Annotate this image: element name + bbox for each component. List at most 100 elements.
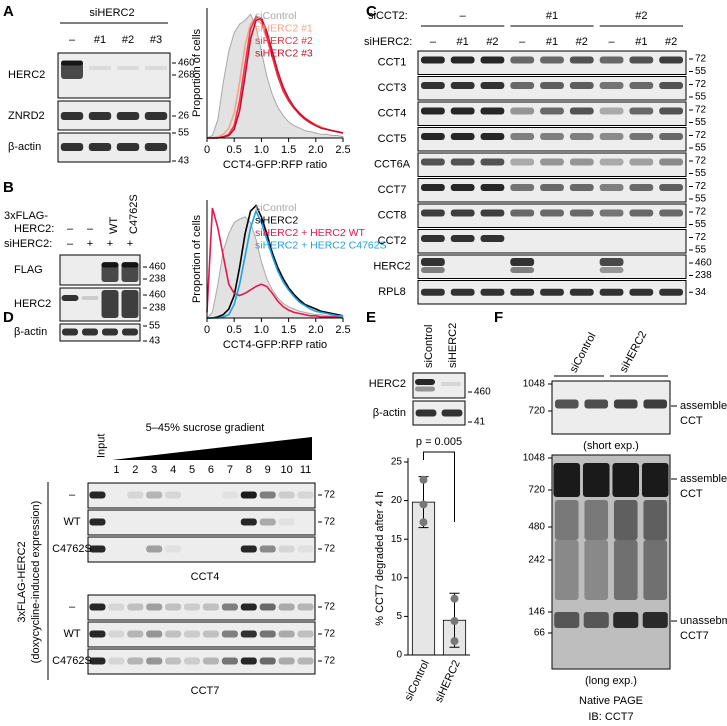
group-label: – [460, 10, 467, 22]
side-label: assembled [680, 400, 727, 412]
data-point [450, 594, 459, 603]
line [207, 209, 343, 319]
marker: 55 [695, 143, 707, 154]
band [420, 107, 445, 115]
band [629, 209, 654, 217]
header: siHERC2 [89, 7, 134, 19]
band [278, 657, 295, 665]
band [510, 107, 535, 115]
band [599, 209, 624, 217]
row-label: – [69, 489, 76, 501]
band [127, 491, 144, 499]
x-tick-label: 2.0 [308, 324, 323, 336]
row-label: β-actin [8, 141, 41, 153]
row-label: siCCT2: [368, 10, 408, 22]
line [207, 16, 344, 139]
marker: 55 [695, 117, 707, 128]
fraction-label: 2 [132, 464, 138, 476]
marker: 66 [534, 628, 546, 639]
band [510, 258, 535, 266]
band [659, 158, 684, 166]
panel-label: B [3, 179, 14, 196]
band [89, 518, 106, 526]
band [415, 409, 437, 417]
marker: 238 [695, 270, 712, 281]
band [88, 66, 112, 70]
marker: 43 [178, 156, 190, 167]
band [641, 463, 669, 497]
x-tick-label: siControl [403, 658, 432, 702]
lane-label: #2 [486, 36, 498, 48]
band [221, 603, 238, 611]
band [554, 540, 579, 600]
band [569, 158, 594, 166]
marker: 72 [695, 105, 707, 116]
band [510, 209, 535, 217]
band [540, 288, 564, 296]
marker: 72 [695, 54, 707, 65]
band [480, 158, 505, 166]
band [165, 603, 182, 611]
legend-entry: siHERC2 #1 [255, 22, 313, 34]
marker: 1048 [523, 453, 546, 464]
band [450, 209, 475, 217]
row-label: HERC2: [14, 223, 54, 235]
line [207, 204, 344, 319]
lane-label: #1 [635, 36, 647, 48]
band [510, 133, 535, 140]
band [599, 56, 624, 64]
band [480, 235, 505, 242]
band [643, 500, 668, 540]
fraction-label: 10 [281, 464, 293, 476]
band [659, 184, 684, 191]
band [510, 56, 535, 64]
band [420, 267, 445, 273]
x-tick-label: 2.0 [308, 144, 323, 156]
row-label: HERC2 [373, 261, 410, 273]
band [569, 56, 594, 64]
marker: 720 [528, 485, 545, 496]
lane-label: – [67, 223, 74, 235]
significance-bracket [423, 451, 455, 522]
lane-label: – [87, 223, 94, 235]
band [450, 235, 475, 242]
band [480, 56, 505, 64]
band [599, 267, 624, 273]
lane-label: + [87, 238, 93, 250]
line [206, 207, 344, 319]
blot [412, 372, 466, 399]
band [629, 158, 654, 166]
band [165, 545, 182, 553]
marker: 146 [528, 607, 545, 618]
band [278, 603, 295, 611]
band [88, 143, 112, 151]
panel-label: C [366, 3, 377, 20]
band [89, 603, 106, 611]
band [144, 143, 168, 151]
fraction-label: 5 [189, 464, 195, 476]
row-label: CCT8 [378, 210, 407, 222]
band [599, 288, 624, 296]
band [259, 545, 276, 553]
band [60, 112, 84, 120]
band [420, 82, 445, 89]
marker: 72 [695, 79, 707, 90]
method-label: IB: CCT7 [588, 711, 633, 723]
row-label: WT [63, 516, 80, 528]
band [659, 288, 684, 296]
x-tick-label: 0.5 [227, 144, 242, 156]
band [221, 657, 238, 665]
band [553, 463, 581, 497]
lane-label: #2 [576, 36, 588, 48]
band [629, 133, 654, 140]
band [127, 630, 144, 638]
row-label: C4762S [52, 655, 92, 667]
blot [417, 254, 687, 279]
lane-label: + [107, 238, 113, 250]
data-point [419, 518, 428, 527]
band [450, 288, 475, 296]
y-axis-label: Proportion of cells [191, 28, 203, 117]
band [540, 209, 564, 217]
band [510, 184, 535, 191]
